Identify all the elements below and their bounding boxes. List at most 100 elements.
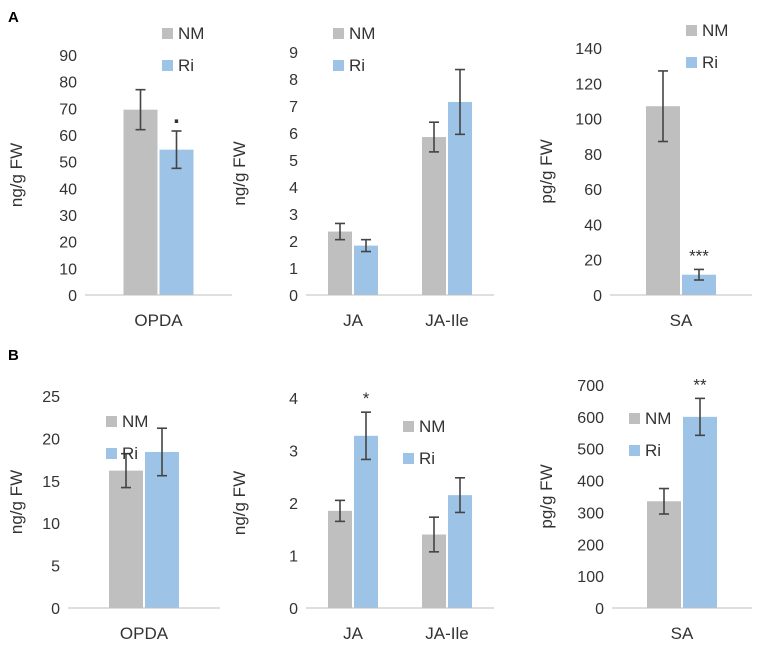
bar-ri-ja xyxy=(354,435,378,608)
legend-swatch-ri xyxy=(403,453,414,464)
bar-ri-opda xyxy=(145,451,179,608)
y-tick-label: 120 xyxy=(575,76,602,93)
chart-4: 0 5 10 15 20 25 ng/g FW OPDA NM Ri xyxy=(7,389,220,643)
bar-ri-sa xyxy=(683,416,717,608)
y-tick-label: 9 xyxy=(289,45,298,62)
y-tick-label: 20 xyxy=(59,235,77,252)
y-tick-label: 3 xyxy=(289,207,298,224)
legend-label-ri: Ri xyxy=(702,53,718,72)
bar-nm-opda xyxy=(123,109,158,296)
y-tick-label: 140 xyxy=(575,41,602,58)
y-tick-label: 5 xyxy=(289,153,298,170)
y-tick-label: 80 xyxy=(584,147,602,164)
chart-3: 0 20 40 60 80 100 120 140 pg/g FW SA *** NM Ri xyxy=(537,21,752,330)
bar-ri-opda xyxy=(159,149,194,295)
legend-label-ri: Ri xyxy=(122,444,138,463)
bar-nm-ja xyxy=(328,231,352,295)
y-tick-label: 60 xyxy=(584,182,602,199)
y-axis-label: ng/g FW xyxy=(7,470,26,534)
bar-ri-ja xyxy=(354,245,378,295)
bar-nm-sa xyxy=(647,501,681,608)
chart-1: 0 10 20 30 40 50 60 70 80 90 ng/g FW OPDA. NM Ri xyxy=(7,24,232,330)
y-axis-label: ng/g FW xyxy=(7,143,26,207)
significance-marker: ** xyxy=(693,375,707,394)
y-tick-label: 70 xyxy=(59,101,77,118)
x-tick-label: OPDA xyxy=(134,311,183,330)
y-tick-label: 1 xyxy=(289,261,298,278)
y-tick-label: 500 xyxy=(577,442,604,459)
y-tick-label: 4 xyxy=(289,180,298,197)
y-tick-label: 15 xyxy=(42,474,60,491)
y-tick-label: 2 xyxy=(289,496,298,513)
significance-marker: . xyxy=(173,102,180,129)
y-tick-label: 6 xyxy=(289,126,298,143)
y-tick-label: 0 xyxy=(593,288,602,305)
legend-label-nm: NM xyxy=(702,21,728,40)
y-tick-label: 90 xyxy=(59,48,77,65)
x-tick-label: SA xyxy=(670,311,693,330)
y-tick-label: 8 xyxy=(289,72,298,89)
y-tick-label: 0 xyxy=(68,288,77,305)
chart-5: 0 1 2 3 4 ng/g FW JA JA-Ile * NM Ri xyxy=(230,389,494,643)
y-tick-label: 700 xyxy=(577,378,604,395)
legend-label-ri: Ri xyxy=(349,56,365,75)
y-tick-label: 300 xyxy=(577,505,604,522)
y-tick-label: 30 xyxy=(59,208,77,225)
legend-swatch-nm xyxy=(106,416,117,427)
y-tick-label: 100 xyxy=(577,569,604,586)
x-tick-label: SA xyxy=(671,624,694,643)
y-tick-label: 5 xyxy=(51,559,60,576)
x-tick-label: JA-Ile xyxy=(425,311,468,330)
y-tick-label: 40 xyxy=(59,181,77,198)
legend-swatch-nm xyxy=(403,421,414,432)
y-axis-label: pg/g FW xyxy=(537,139,556,203)
legend-swatch-ri xyxy=(106,448,117,459)
panel-label-a: A xyxy=(8,9,19,26)
legend-swatch-nm xyxy=(629,413,640,424)
bar-ri-sa xyxy=(682,274,716,295)
bar-nm-ja xyxy=(328,510,352,608)
y-tick-label: 20 xyxy=(584,253,602,270)
y-tick-label: 0 xyxy=(51,601,60,618)
legend-label-nm: NM xyxy=(349,24,375,43)
y-tick-label: 2 xyxy=(289,234,298,251)
panel-label-b: B xyxy=(8,347,19,364)
legend-swatch-nm xyxy=(686,25,697,36)
y-tick-label: 400 xyxy=(577,474,604,491)
y-tick-label: 80 xyxy=(59,75,77,92)
legend-label-nm: NM xyxy=(419,417,445,436)
legend-label-nm: NM xyxy=(178,24,204,43)
legend-label-ri: Ri xyxy=(645,441,661,460)
y-tick-label: 10 xyxy=(59,261,77,278)
y-tick-label: 600 xyxy=(577,410,604,427)
legend-swatch-nm xyxy=(333,28,344,39)
legend-swatch-ri xyxy=(629,445,640,456)
y-tick-label: 50 xyxy=(59,155,77,172)
y-tick-label: 10 xyxy=(42,516,60,533)
y-tick-label: 7 xyxy=(289,99,298,116)
x-tick-label: JA-Ile xyxy=(425,624,468,643)
x-tick-label: JA xyxy=(343,311,364,330)
y-tick-label: 0 xyxy=(595,601,604,618)
chart-2: 0 1 2 3 4 5 6 7 8 9 ng/g FW JA JA-Ile NM Ri xyxy=(230,24,494,330)
y-tick-label: 3 xyxy=(289,444,298,461)
y-axis-label: pg/g FW xyxy=(537,464,556,528)
y-tick-label: 60 xyxy=(59,128,77,145)
legend-label-ri: Ri xyxy=(178,56,194,75)
bar-nm-opda xyxy=(109,470,143,608)
chart-6: 0 100 200 300 400 500 600 700 pg/g FW SA ** NM Ri xyxy=(537,375,752,643)
y-axis-label: ng/g FW xyxy=(230,141,249,205)
y-tick-label: 40 xyxy=(584,217,602,234)
legend-swatch-ri xyxy=(686,57,697,68)
significance-marker: * xyxy=(363,389,370,408)
legend-swatch-nm xyxy=(162,28,173,39)
legend-label-ri: Ri xyxy=(419,449,435,468)
y-axis-label: ng/g FW xyxy=(230,471,249,535)
y-tick-label: 0 xyxy=(289,288,298,305)
legend-label-nm: NM xyxy=(645,409,671,428)
bar-nm-ja-ile xyxy=(422,137,446,295)
significance-marker: *** xyxy=(689,246,709,265)
x-tick-label: JA xyxy=(343,624,364,643)
y-tick-label: 4 xyxy=(289,391,298,408)
